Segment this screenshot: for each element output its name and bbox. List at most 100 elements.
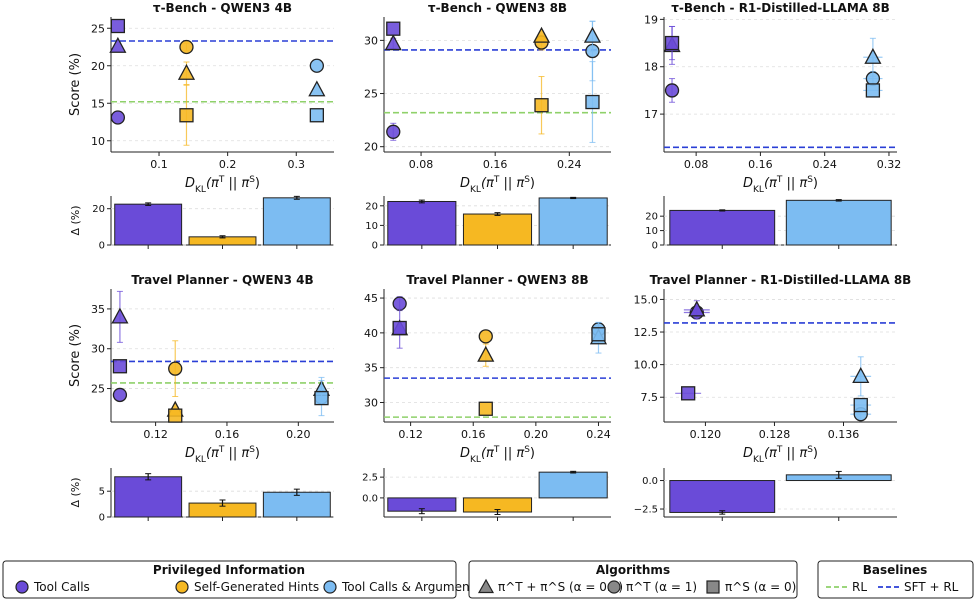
y-tick-label: 25 bbox=[91, 22, 105, 35]
point-tool_calls-square bbox=[664, 35, 680, 51]
y-axis-label: Score (%) bbox=[68, 53, 83, 116]
point-tool_calls-circle bbox=[110, 110, 126, 125]
y-tick-label: 30 bbox=[364, 397, 378, 410]
point-tool_calls-square bbox=[386, 21, 401, 36]
x-tick-label: 0.1 bbox=[150, 158, 168, 171]
x-tick-label: 0.20 bbox=[286, 428, 311, 441]
delta-bar-self_hints bbox=[462, 213, 533, 246]
chart-title: τ-Bench - R1-Distilled-LLAMA 8B bbox=[671, 1, 890, 15]
legend-marker-tool_calls bbox=[15, 580, 29, 594]
legend-label: Tool Calls bbox=[33, 580, 90, 594]
x-tick-label: 0.20 bbox=[524, 428, 549, 441]
legend-baselines: Baselines RL SFT + RL bbox=[817, 560, 974, 599]
y-tick-label: 12.5 bbox=[634, 326, 659, 339]
y-tick-label: 17 bbox=[644, 108, 658, 121]
legend-marker-square bbox=[706, 580, 720, 594]
delta-bar-chart: 0 20 Δ (%) bbox=[69, 195, 334, 252]
chart-panel-1: τ-Bench - QWEN3 4B 10 15 20 25 0.1 0.2 0.3 DKL(π… bbox=[68, 1, 334, 252]
point-tool_calls-square bbox=[681, 386, 696, 401]
delta-y-tick-label: 20 bbox=[365, 201, 378, 212]
x-axis-label: DKL(πT || πS) bbox=[460, 445, 535, 465]
y-axis-label: Score (%) bbox=[68, 324, 83, 387]
x-axis-label: DKL(πT || πS) bbox=[185, 175, 260, 195]
chart-panel-2: τ-Bench - QWEN3 8B 20 25 30 0.08 0.16 0.24 DKL(… bbox=[364, 1, 611, 252]
x-axis-label: DKL(πT || πS) bbox=[460, 175, 535, 195]
y-tick-label: 25 bbox=[364, 88, 378, 101]
chart-panel-4: Travel Planner - QWEN3 4B 25 30 35 0.12 0.16 0… bbox=[68, 273, 334, 524]
point-self_hints-square bbox=[168, 408, 183, 423]
y-tick-label: 25 bbox=[91, 383, 105, 396]
x-tick-label: 0.24 bbox=[557, 158, 582, 171]
legend-title: Privileged Information bbox=[153, 563, 305, 577]
y-tick-label: 30 bbox=[91, 343, 105, 356]
chart-panel-3: τ-Bench - R1-Distilled-LLAMA 8B 17 18 19 0.0… bbox=[644, 1, 901, 252]
x-axis-label: DKL(πT || πS) bbox=[185, 445, 260, 465]
legend-marker-tool_args bbox=[323, 580, 337, 594]
x-tick-label: 0.16 bbox=[215, 428, 240, 441]
y-tick-label: 18 bbox=[644, 61, 658, 74]
point-self_hints-triangle bbox=[477, 345, 495, 362]
point-self_hints-circle bbox=[478, 329, 493, 344]
chart-title: Travel Planner - QWEN3 4B bbox=[131, 273, 313, 287]
delta-y-tick-label: 0 bbox=[652, 241, 658, 252]
delta-bar-tool_calls bbox=[114, 476, 183, 518]
y-tick-label: 35 bbox=[364, 362, 378, 375]
y-tick-label: 7.5 bbox=[641, 391, 659, 404]
delta-y-tick-label: −2.5 bbox=[634, 505, 658, 516]
chart-title: τ-Bench - QWEN3 4B bbox=[153, 1, 292, 15]
x-tick-label: 0.16 bbox=[483, 158, 508, 171]
delta-bar-chart: −2.5 0.0 bbox=[634, 468, 897, 521]
legend-label: Self-Generated Hints bbox=[194, 580, 319, 594]
point-tool_calls-square bbox=[112, 359, 128, 374]
y-tick-label: 10.0 bbox=[634, 359, 659, 372]
legend-label: π^T + π^S (α = 0.5) bbox=[498, 580, 623, 594]
point-self_hints-square bbox=[534, 98, 549, 113]
point-self_hints-square bbox=[478, 401, 493, 416]
legend-marker-circle bbox=[607, 580, 621, 594]
point-tool_calls-circle bbox=[386, 124, 401, 139]
delta-y-tick-label: 20 bbox=[92, 204, 105, 215]
y-tick-label: 45 bbox=[364, 292, 378, 305]
delta-bar-chart: 0 5 Δ (%) bbox=[69, 468, 334, 524]
delta-bar-chart: 0.0 2.5 bbox=[362, 468, 611, 521]
delta-bar-tool_args bbox=[262, 197, 331, 246]
delta-bar-tool_args bbox=[538, 471, 608, 499]
legend-privileged: Privileged Information Tool Calls Self-Gen… bbox=[2, 560, 481, 599]
point-tool_args-square bbox=[309, 108, 324, 123]
point-tool_args-triangle bbox=[864, 47, 882, 64]
x-tick-label: 0.32 bbox=[877, 158, 902, 171]
chart-title: Travel Planner - R1-Distilled-LLAMA 8B bbox=[650, 273, 912, 287]
delta-y-tick-label: 0 bbox=[99, 241, 105, 252]
delta-y-axis-label: Δ (%) bbox=[69, 477, 82, 507]
delta-bar-chart: 0 10 20 bbox=[645, 196, 897, 252]
point-tool_args-square bbox=[585, 94, 600, 110]
x-tick-label: 0.2 bbox=[219, 158, 237, 171]
x-tick-label: 0.12 bbox=[143, 428, 168, 441]
legend-title: Baselines bbox=[863, 563, 928, 577]
point-tool_args-circle bbox=[309, 58, 324, 73]
point-tool_args-triangle bbox=[852, 366, 870, 384]
delta-y-tick-label: 0.0 bbox=[362, 493, 378, 504]
point-tool_args-triangle bbox=[583, 26, 602, 43]
chart-title: τ-Bench - QWEN3 8B bbox=[428, 1, 567, 15]
y-tick-label: 10 bbox=[91, 135, 105, 148]
legend-label: RL bbox=[852, 580, 867, 594]
point-tool_calls-square bbox=[392, 320, 407, 336]
point-tool_calls-square bbox=[110, 18, 126, 34]
point-tool_args-square bbox=[591, 327, 606, 342]
y-tick-label: 30 bbox=[364, 34, 378, 47]
delta-y-tick-label: 10 bbox=[645, 226, 658, 237]
x-tick-label: 0.12 bbox=[398, 428, 423, 441]
x-tick-label: 0.08 bbox=[409, 158, 434, 171]
y-tick-label: 20 bbox=[364, 141, 378, 154]
legend-marker-triangle bbox=[477, 578, 495, 594]
y-tick-label: 15 bbox=[91, 97, 105, 110]
x-tick-label: 0.16 bbox=[748, 158, 773, 171]
point-self_hints-square bbox=[179, 108, 194, 123]
legend-label: SFT + RL bbox=[904, 580, 959, 594]
chart-title: Travel Planner - QWEN3 8B bbox=[406, 273, 588, 287]
legend-algorithms: Algorithms π^T + π^S (α = 0.5) π^T (α = 1)… bbox=[468, 560, 798, 599]
chart-panel-6: Travel Planner - R1-Distilled-LLAMA 8B 7.… bbox=[634, 273, 912, 521]
delta-y-tick-label: 5 bbox=[99, 487, 105, 498]
